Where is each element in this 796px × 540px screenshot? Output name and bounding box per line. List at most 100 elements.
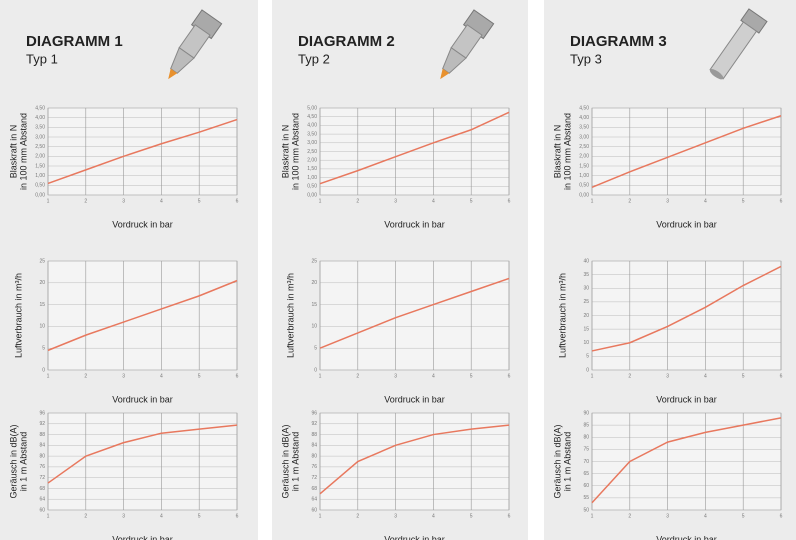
y-axis-label: Blaskraft in N [8, 125, 18, 179]
x-tick-label: 4 [160, 373, 163, 379]
x-tick-label: 3 [122, 198, 125, 204]
data-line [47, 424, 238, 484]
x-tick-label: 5 [198, 373, 201, 379]
x-tick-label: 6 [508, 373, 511, 379]
x-tick-label: 6 [508, 198, 511, 204]
y-tick-label: 1,00 [307, 175, 317, 181]
y-tick-label: 4,50 [307, 114, 317, 120]
panel-title: DIAGRAMM 1 [26, 33, 123, 50]
x-tick-label: 6 [236, 513, 239, 519]
x-tick-label: 4 [432, 513, 435, 519]
x-tick-label: 1 [591, 198, 594, 204]
y-tick-label: 2,50 [307, 149, 317, 155]
x-tick-label: 1 [319, 198, 322, 204]
x-axis-label: Vordruck in bar [656, 534, 717, 540]
x-tick-label: 5 [742, 513, 745, 519]
y-tick-label: 4,00 [579, 115, 589, 121]
data-line [591, 417, 782, 504]
y-tick-label: 25 [583, 299, 589, 305]
y-tick-label: 50 [583, 507, 589, 513]
y-tick-label: 4,50 [579, 105, 589, 111]
y-axis-label: Luftverbrauch in m³/h [285, 273, 295, 358]
x-tick-label: 5 [742, 373, 745, 379]
y-axis-label: Blaskraft in N [280, 125, 290, 179]
y-tick-label: 84 [39, 443, 45, 449]
x-tick-label: 6 [780, 198, 783, 204]
y-tick-label: 84 [311, 443, 317, 449]
y-axis-label: in 1 m Abstand [290, 432, 300, 492]
x-tick-label: 2 [84, 513, 87, 519]
y-axis-label: in 100 mm Abstand [290, 113, 300, 190]
y-tick-label: 88 [311, 432, 317, 438]
x-tick-label: 2 [84, 373, 87, 379]
data-line [47, 279, 238, 352]
y-tick-label: 88 [39, 432, 45, 438]
y-tick-label: 5 [314, 346, 317, 352]
y-tick-label: 2,50 [35, 144, 45, 150]
y-tick-label: 64 [39, 497, 45, 503]
plot-area [319, 260, 510, 371]
y-tick-label: 75 [583, 447, 589, 453]
y-tick-label: 1,50 [579, 163, 589, 169]
data-line [591, 265, 782, 352]
y-axis-label: in 1 m Abstand [562, 432, 572, 492]
y-tick-label: 1,50 [35, 163, 45, 169]
x-axis-label: Vordruck in bar [112, 394, 173, 404]
x-tick-label: 3 [122, 513, 125, 519]
y-tick-label: 0,00 [35, 192, 45, 198]
y-tick-label: 2,00 [579, 154, 589, 160]
y-tick-label: 25 [311, 258, 317, 264]
x-tick-label: 3 [394, 513, 397, 519]
y-tick-label: 96 [39, 410, 45, 416]
x-tick-label: 5 [742, 198, 745, 204]
y-tick-label: 76 [39, 464, 45, 470]
y-tick-label: 4,00 [35, 115, 45, 121]
x-tick-label: 5 [470, 198, 473, 204]
y-tick-label: 3,00 [307, 140, 317, 146]
x-tick-label: 4 [432, 198, 435, 204]
y-tick-label: 15 [311, 302, 317, 308]
x-axis-label: Vordruck in bar [656, 219, 717, 229]
x-tick-label: 6 [780, 373, 783, 379]
x-tick-label: 2 [628, 513, 631, 519]
x-tick-label: 6 [508, 513, 511, 519]
x-tick-label: 1 [591, 513, 594, 519]
y-axis-label: in 100 mm Abstand [562, 113, 572, 190]
y-axis-label: Geräusch in dB(A) [280, 424, 290, 498]
x-axis-label: Vordruck in bar [656, 394, 717, 404]
x-tick-label: 6 [236, 198, 239, 204]
x-axis-label: Vordruck in bar [112, 219, 173, 229]
y-tick-label: 0 [586, 367, 589, 373]
y-tick-label: 3,00 [35, 134, 45, 140]
y-tick-label: 30 [583, 286, 589, 292]
y-tick-label: 1,50 [307, 166, 317, 172]
data-line [319, 424, 510, 495]
y-tick-label: 0,00 [307, 192, 317, 198]
x-tick-label: 1 [47, 373, 50, 379]
y-tick-label: 60 [311, 507, 317, 513]
y-tick-label: 10 [583, 340, 589, 346]
panel-title: DIAGRAMM 2 [298, 33, 395, 50]
nozzle-icon [440, 9, 495, 80]
data-line [319, 277, 510, 349]
x-tick-label: 3 [394, 198, 397, 204]
x-tick-label: 4 [160, 513, 163, 519]
y-tick-label: 3,50 [579, 125, 589, 131]
plot-area [47, 107, 238, 196]
x-axis-label: Vordruck in bar [384, 219, 445, 229]
x-tick-label: 4 [704, 513, 707, 519]
x-tick-label: 6 [236, 373, 239, 379]
x-tick-label: 4 [160, 198, 163, 204]
x-tick-label: 5 [470, 373, 473, 379]
y-tick-label: 10 [311, 324, 317, 330]
y-tick-label: 76 [311, 464, 317, 470]
y-tick-label: 3,50 [307, 131, 317, 137]
y-tick-label: 4,50 [35, 105, 45, 111]
y-tick-label: 72 [39, 475, 45, 481]
y-axis-label: in 1 m Abstand [18, 432, 28, 492]
y-axis-label: Geräusch in dB(A) [8, 424, 18, 498]
x-tick-label: 1 [47, 513, 50, 519]
y-tick-label: 2,00 [35, 154, 45, 160]
x-tick-label: 5 [470, 513, 473, 519]
nozzle-icon [168, 9, 223, 80]
